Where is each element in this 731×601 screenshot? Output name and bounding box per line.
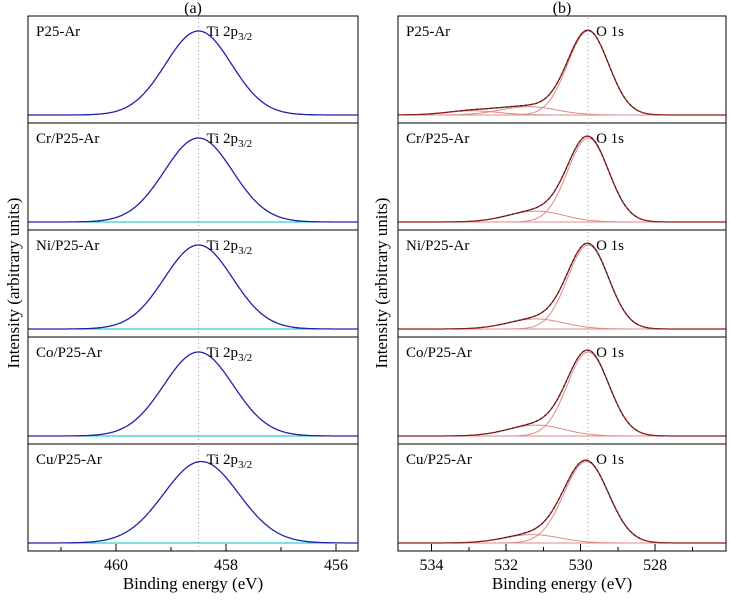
spectrum-envelope [28,460,358,544]
sample-label: Cu/P25-Ar [36,452,102,468]
tick-label: 528 [643,557,667,574]
spectrum-envelope [28,137,358,223]
spectrum-envelope [398,135,726,223]
fit-component [398,424,726,437]
peak-label: Ti 2p3/2 [207,131,253,150]
tick-label: 458 [214,557,238,574]
fit-component [398,351,726,437]
peak-label: Ti 2p3/2 [207,24,253,43]
sample-label: P25-Ar [36,24,80,40]
fit-component [398,318,726,330]
raw-data-overlay [460,29,639,112]
panel-b: P25-Ar O 1s Cr/P25-Ar O 1s Ni/P25-Ar O 1s Co/P… [397,15,727,574]
tick-label: 532 [494,557,518,574]
spectrum-envelope [398,29,726,116]
peak-label: O 1s [596,345,624,361]
spectrum-envelope [398,349,726,437]
panel-a-xlabel: Binding energy (eV) [122,574,264,593]
spectrum-envelope [28,351,358,437]
spectrum-envelope [398,242,726,330]
peak-label: O 1s [596,24,624,40]
peak-label: Ti 2p3/2 [207,452,253,471]
sample-label: Co/P25-Ar [36,345,102,361]
peak-label: Ti 2p3/2 [207,238,253,257]
peak-label: Ti 2p3/2 [207,345,253,364]
fit-component [398,137,726,223]
sample-label: Cr/P25-Ar [36,131,99,147]
panel-a: P25-Ar Ti 2p3/2 Cr/P25-Ar Ti 2p3/2 Ni/P25-Ar… [27,15,359,574]
tick-label: 534 [420,557,444,574]
spectrum-envelope [398,459,726,544]
panel-a-title: (a) [184,0,202,17]
fit-component [398,244,726,330]
sample-label: Cr/P25-Ar [406,131,469,147]
fit-component [398,534,726,544]
peak-label: O 1s [596,452,624,468]
fit-component [398,106,726,116]
tick-label: 530 [569,557,593,574]
peak-label: O 1s [596,131,624,147]
raw-data-overlay [499,242,639,326]
raw-data-overlay [499,459,641,540]
raw-data-overlay [497,349,640,433]
sample-label: Co/P25-Ar [406,345,472,361]
panel-b-title: (b) [552,0,572,17]
sample-label: P25-Ar [406,24,450,40]
fit-component [398,460,726,544]
spectrum-envelope [28,30,358,116]
fit-component [398,210,726,223]
subplot-frame [27,443,359,552]
panel-b-xlabel: Binding energy (eV) [491,574,633,593]
tick-label: 456 [324,557,348,574]
tick-label: 460 [104,557,128,574]
sample-label: Ni/P25-Ar [36,238,99,254]
sample-label: Cu/P25-Ar [406,452,472,468]
sample-label: Ni/P25-Ar [406,238,469,254]
peak-label: O 1s [596,238,624,254]
raw-data-overlay [497,135,639,219]
spectrum-envelope [28,244,358,330]
subplot-frame [397,443,727,552]
